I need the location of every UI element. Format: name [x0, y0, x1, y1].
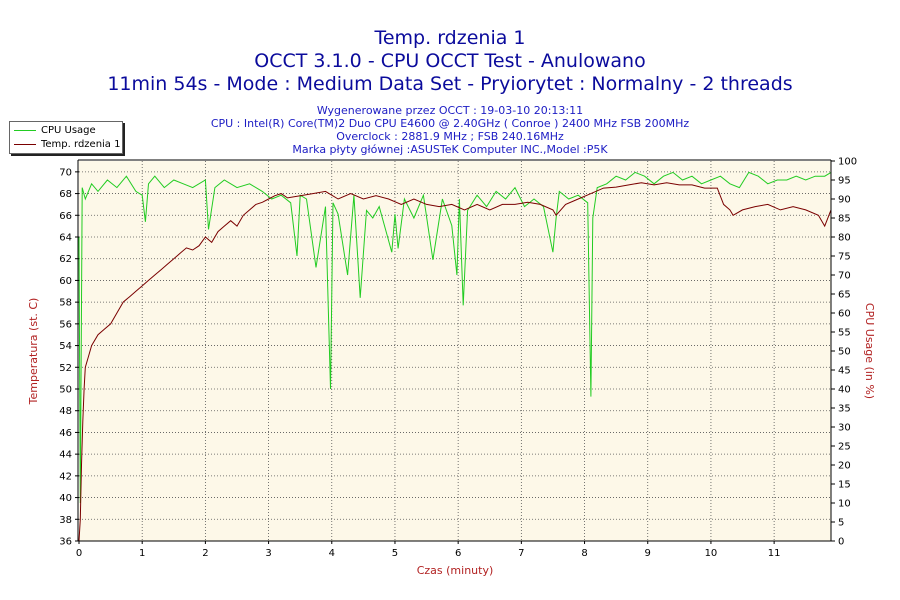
y-left-tick-label: 70 [59, 167, 72, 178]
y-left-tick-label: 48 [59, 406, 72, 417]
temperature-line [78, 182, 832, 542]
legend-label-cpu-usage: CPU Usage [41, 125, 96, 136]
cpu-usage-line [78, 171, 832, 504]
y-right-tick-label: 85 [838, 214, 851, 225]
y-right-tick-label: 20 [838, 461, 851, 472]
y-left-tick-label: 66 [59, 211, 72, 222]
x-tick-label: 0 [76, 548, 82, 559]
chart-title: Temp. rdzenia 1 [374, 27, 526, 49]
motherboard-info: Marka płyty głównej :ASUSTeK Computer IN… [292, 143, 608, 156]
y-left-tick-label: 68 [59, 189, 72, 200]
plot-area [79, 161, 831, 541]
y-right-tick-label: 65 [838, 290, 851, 301]
legend-swatch-temperature [14, 143, 36, 145]
y-right-tick-label: 5 [838, 518, 844, 529]
y-left-tick-label: 40 [59, 493, 72, 504]
x-tick-label: 10 [705, 548, 718, 559]
x-tick-label: 11 [768, 548, 781, 559]
x-axis-label: Czas (minuty) [417, 564, 494, 577]
y-right-tick-label: 35 [838, 404, 851, 415]
y-right-tick-label: 45 [838, 366, 851, 377]
y-left-tick-label: 38 [59, 515, 72, 526]
y-left-tick-label: 36 [59, 537, 72, 548]
y-right-tick-label: 95 [838, 176, 851, 187]
y-right-tick-label: 70 [838, 271, 851, 282]
x-tick-label: 7 [518, 548, 524, 559]
x-tick-label: 9 [645, 548, 651, 559]
legend: CPU Usage Temp. rdzenia 1 [9, 121, 123, 154]
y-right-tick-label: 30 [838, 423, 851, 434]
y-left-tick-label: 50 [59, 385, 72, 396]
run-info: 11min 54s - Mode : Medium Data Set - Pry… [107, 73, 793, 95]
legend-item-cpu-usage: CPU Usage [14, 124, 96, 137]
y-left-tick-label: 44 [59, 450, 72, 461]
series-layer [78, 171, 832, 542]
chart-subtitle: OCCT 3.1.0 - CPU OCCT Test - Anulowano [254, 50, 646, 72]
y-left-tick-label: 62 [59, 254, 72, 265]
y-axis-left-label: Temperatura (st. C) [27, 298, 40, 406]
cpu-info: CPU : Intel(R) Core(TM)2 Duo CPU E4600 @… [210, 117, 690, 130]
grid [79, 161, 831, 542]
y-right-tick-label: 60 [838, 309, 851, 320]
x-tick-label: 6 [455, 548, 461, 559]
y-right-tick-label: 40 [838, 385, 851, 396]
ticks: 0 1 2 3 4 5 6 7 8 9 10 1136384042444648505254565860… [59, 157, 857, 560]
y-left-tick-label: 54 [59, 341, 72, 352]
legend-swatch-cpu-usage [14, 129, 36, 131]
x-tick-label: 3 [265, 548, 271, 559]
y-right-tick-label: 55 [838, 328, 851, 339]
x-tick-label: 8 [581, 548, 587, 559]
overclock-info: Overclock : 2881.9 MHz ; FSB 240.16MHz [336, 130, 564, 143]
generated-info: Wygenerowane przez OCCT : 19-03-10 20:13… [316, 104, 584, 117]
y-left-tick-label: 58 [59, 298, 72, 309]
y-right-tick-label: 80 [838, 233, 851, 244]
y-right-tick-label: 15 [838, 480, 851, 491]
y-right-tick-label: 100 [838, 157, 857, 168]
x-tick-label: 2 [202, 548, 208, 559]
y-right-tick-label: 25 [838, 442, 851, 453]
y-right-tick-label: 10 [838, 499, 851, 510]
y-right-tick-label: 75 [838, 252, 851, 263]
y-right-tick-label: 50 [838, 347, 851, 358]
y-left-tick-label: 46 [59, 428, 72, 439]
y-right-tick-label: 90 [838, 195, 851, 206]
legend-label-temperature: Temp. rdzenia 1 [41, 139, 121, 150]
y-left-tick-label: 60 [59, 276, 72, 287]
x-tick-label: 4 [329, 548, 335, 559]
y-left-tick-label: 56 [59, 319, 72, 330]
y-left-tick-label: 64 [59, 233, 72, 244]
y-left-tick-label: 42 [59, 471, 72, 482]
y-axis-right-label: CPU Usage (in %) [863, 303, 876, 399]
y-right-tick-label: 0 [838, 537, 844, 548]
x-tick-label: 1 [139, 548, 145, 559]
legend-item-temperature: Temp. rdzenia 1 [14, 138, 120, 151]
x-tick-label: 5 [392, 548, 398, 559]
y-left-tick-label: 52 [59, 363, 72, 374]
